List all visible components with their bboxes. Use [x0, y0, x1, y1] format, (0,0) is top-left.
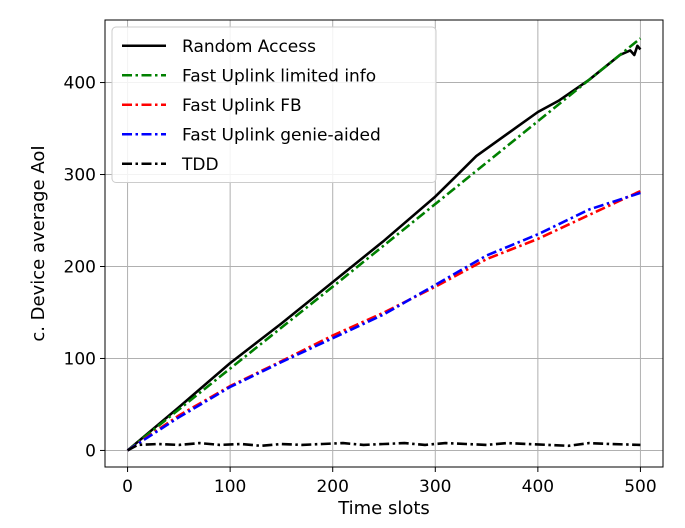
x-tick-label: 400 [522, 477, 554, 497]
legend-label: TDD [181, 155, 219, 175]
y-tick-label: 0 [85, 441, 96, 461]
legend-label: Fast Uplink limited info [182, 66, 376, 86]
y-axis-label: c. Device average AoI [28, 145, 49, 341]
series-line-4 [126, 441, 641, 452]
y-tick-label: 400 [64, 74, 96, 94]
x-tick-label: 300 [419, 477, 451, 497]
series-line-1 [126, 37, 642, 452]
legend: Random Access Fast Uplink limited info Fas… [111, 26, 437, 183]
x-axis-label: Time slots [337, 498, 430, 519]
y-tick-label: 200 [64, 257, 96, 277]
legend-label: Fast Uplink genie-aided [182, 125, 381, 145]
x-tick-label: 500 [624, 477, 656, 497]
plot-frame [104, 19, 664, 468]
legend-label: Random Access [182, 37, 316, 57]
series-line-0 [126, 44, 642, 452]
legend-box [111, 26, 437, 183]
axis-ticks: 0 100 200 300 400 500 0 100 200 300 400 [64, 74, 657, 497]
legend-label: Fast Uplink FB [182, 96, 302, 116]
series-lines [126, 37, 642, 452]
x-tick-label: 200 [316, 477, 348, 497]
x-tick-label: 100 [214, 477, 246, 497]
x-tick-label: 0 [122, 477, 133, 497]
y-tick-label: 300 [64, 166, 96, 186]
series-line-3 [126, 191, 641, 452]
y-tick-label: 100 [64, 349, 96, 369]
